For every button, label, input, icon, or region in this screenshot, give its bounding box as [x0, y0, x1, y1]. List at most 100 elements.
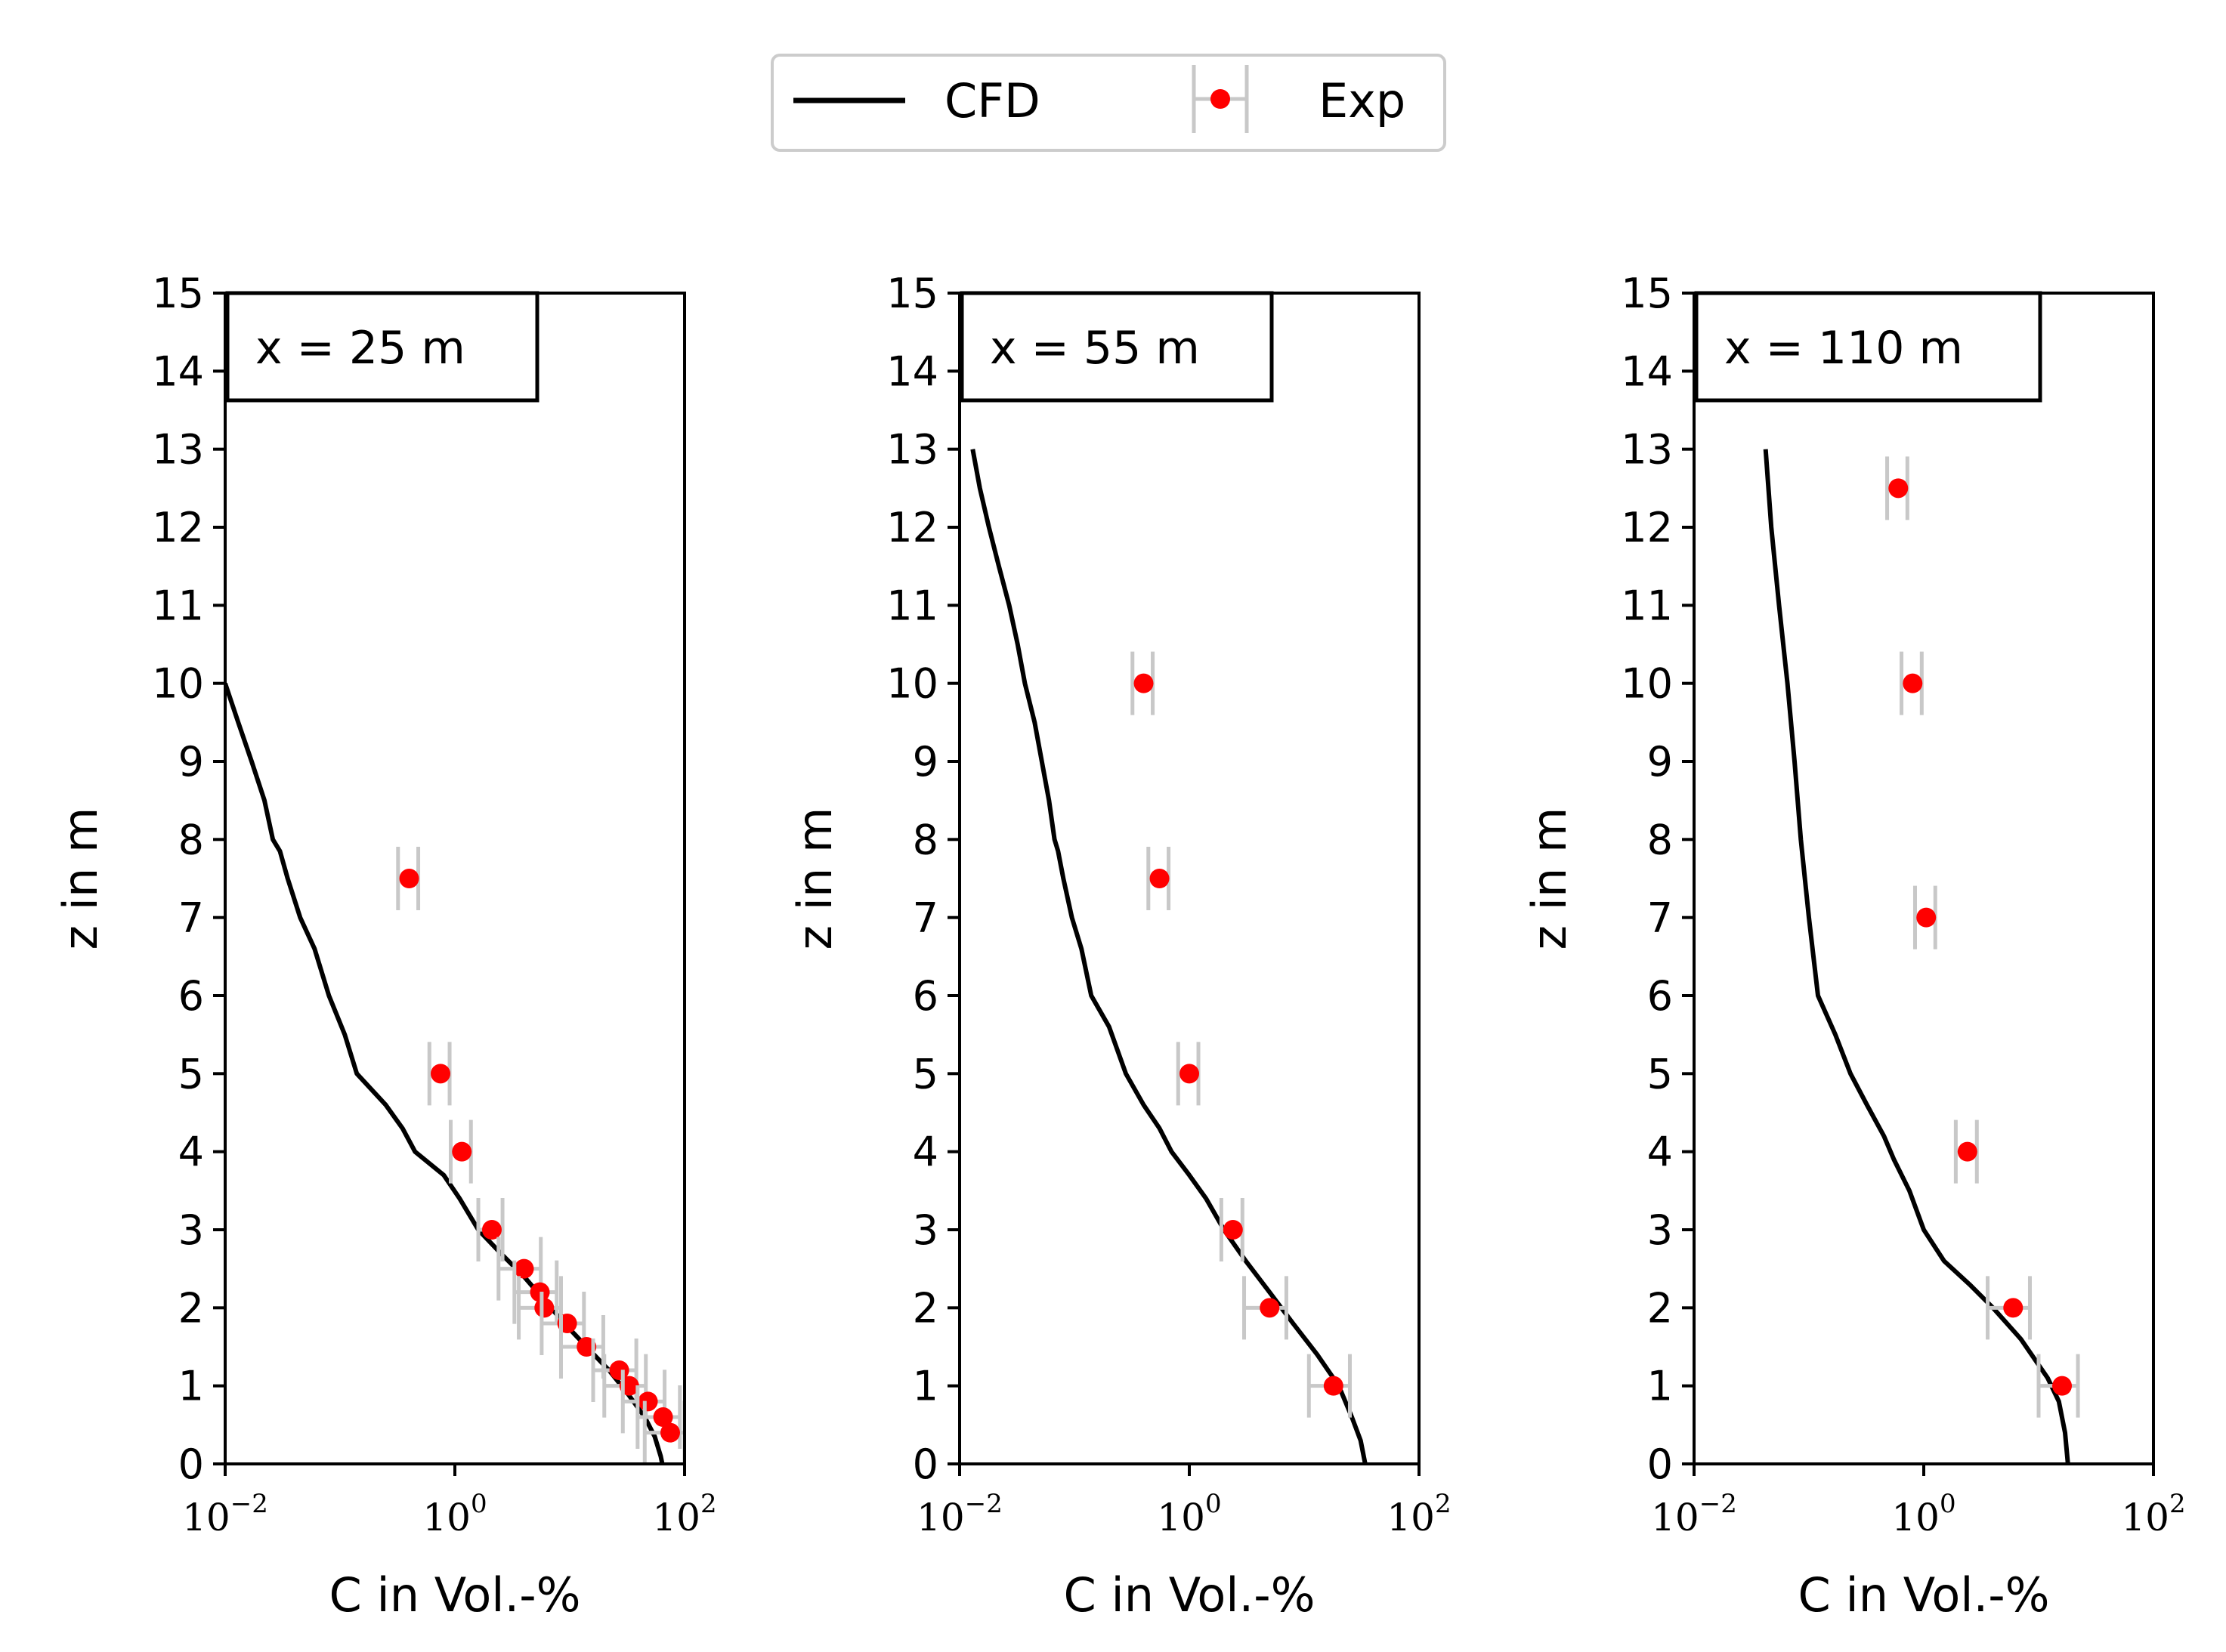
exp-marker: [399, 869, 419, 888]
y-tick-label: 11: [152, 582, 204, 629]
x-tick-exponent: 2: [1435, 1489, 1452, 1519]
cfd-line: [1763, 449, 2070, 1464]
x-tick-base: 10: [1891, 1496, 1940, 1539]
y-tick-label: 6: [1647, 972, 1673, 1020]
y-tick-label: 14: [886, 347, 938, 395]
exp-marker: [452, 1141, 472, 1162]
x-tick-base: 10: [1387, 1496, 1435, 1539]
x-axis-label: C in Vol.-%: [329, 1567, 581, 1623]
y-tick-label: 12: [886, 504, 938, 551]
legend-exp-sample: [1192, 65, 1249, 133]
exp-marker: [1149, 869, 1170, 888]
annotation-label: x = 110 m: [1724, 322, 1963, 375]
legend-frame: [771, 54, 1446, 152]
x-tick-label: 102: [1387, 1489, 1451, 1539]
exp-marker: [481, 1220, 502, 1240]
y-tick-label: 12: [1621, 504, 1673, 551]
annotation-label: x = 25 m: [255, 322, 465, 375]
y-tick-label: 0: [1647, 1440, 1673, 1488]
x-tick-label: 102: [2121, 1489, 2185, 1539]
y-tick-label: 6: [913, 972, 938, 1020]
annotation-box: x = 110 m: [1694, 291, 2042, 403]
x-tick-exponent: 0: [1205, 1489, 1222, 1519]
y-tick-label: 3: [178, 1206, 204, 1254]
exp-marker: [1179, 1064, 1199, 1084]
y-tick-label: 12: [152, 504, 204, 551]
exp-point: [1306, 1354, 1352, 1418]
x-tick-exponent: −2: [230, 1489, 268, 1519]
exp-point: [476, 1198, 505, 1261]
x-tick-label: 10−2: [917, 1489, 1003, 1539]
exp-marker: [1916, 907, 1937, 928]
y-tick-label: 1: [1647, 1363, 1673, 1410]
x-tick-exponent: 2: [700, 1489, 717, 1519]
annotation-box: x = 25 m: [225, 291, 539, 403]
exp-marker: [534, 1298, 555, 1318]
y-axis-label: z in m: [1522, 807, 1577, 950]
x-axis-label: C in Vol.-%: [1064, 1567, 1316, 1623]
x-axis-label: C in Vol.-%: [1798, 1567, 2050, 1623]
y-tick-label: 8: [913, 816, 938, 863]
annotation-frame: [960, 291, 1274, 403]
y-tick-label: 13: [1621, 426, 1673, 474]
x-axis-ticks: 10−2 10 0 102: [917, 1464, 1452, 1539]
x-tick-exponent: −2: [965, 1489, 1003, 1519]
y-tick-label: 0: [913, 1440, 938, 1488]
exp-point: [396, 847, 421, 910]
legend-exp-label: Exp: [1319, 73, 1405, 128]
y-tick-label: 11: [1621, 582, 1673, 629]
exp-point: [1912, 885, 1937, 950]
x-tick-exponent: 2: [2169, 1489, 2186, 1519]
x-tick-label: 10−2: [1651, 1489, 1737, 1539]
legend-exp-marker: [1210, 89, 1230, 109]
exp-marker: [1223, 1220, 1243, 1240]
y-tick-label: 9: [178, 738, 204, 786]
x-tick-exponent: 0: [471, 1489, 487, 1519]
exp-point: [642, 1400, 685, 1464]
y-tick-label: 9: [913, 738, 938, 786]
exp-point: [1900, 651, 1924, 715]
exp-point: [1219, 1198, 1244, 1261]
exp-marker: [2003, 1298, 2023, 1318]
y-tick-label: 3: [913, 1206, 938, 1254]
x-tick-label: 100: [422, 1489, 487, 1539]
y-axis-label: z in m: [53, 807, 108, 950]
exp-point: [1242, 1276, 1288, 1340]
y-tick-label: 0: [178, 1440, 204, 1488]
x-tick-base: 10: [422, 1496, 471, 1539]
y-tick-label: 5: [178, 1050, 204, 1098]
plot-data: [1763, 449, 2080, 1464]
exp-marker: [1323, 1376, 1343, 1396]
y-tick-label: 10: [152, 660, 204, 708]
y-tick-label: 15: [1621, 270, 1673, 317]
exp-marker: [1133, 673, 1154, 693]
plot-data: [225, 682, 685, 1464]
x-tick-base: 10: [1651, 1496, 1699, 1539]
y-tick-label: 7: [178, 894, 204, 942]
exp-marker: [653, 1407, 673, 1427]
exp-point: [1130, 651, 1155, 715]
exp-marker: [514, 1258, 534, 1279]
y-tick-label: 3: [1647, 1206, 1673, 1254]
y-tick-label: 10: [886, 660, 938, 708]
exp-point: [2036, 1354, 2080, 1418]
exp-marker: [638, 1391, 658, 1412]
y-tick-label: 15: [152, 270, 204, 317]
legend-cfd-label: CFD: [945, 73, 1040, 128]
y-tick-label: 10: [1621, 660, 1673, 708]
y-tick-label: 15: [886, 270, 938, 317]
y-tick-label: 13: [886, 426, 938, 474]
exp-point: [1176, 1042, 1201, 1106]
x-tick-base: 10: [652, 1496, 700, 1539]
x-axis-ticks: 10−2 100 102: [1651, 1464, 2186, 1539]
exp-marker: [2052, 1376, 2073, 1396]
y-tick-label: 4: [913, 1129, 938, 1176]
exp-point: [1986, 1276, 2032, 1340]
cfd-line: [970, 449, 1368, 1464]
exp-marker: [1957, 1141, 1977, 1162]
